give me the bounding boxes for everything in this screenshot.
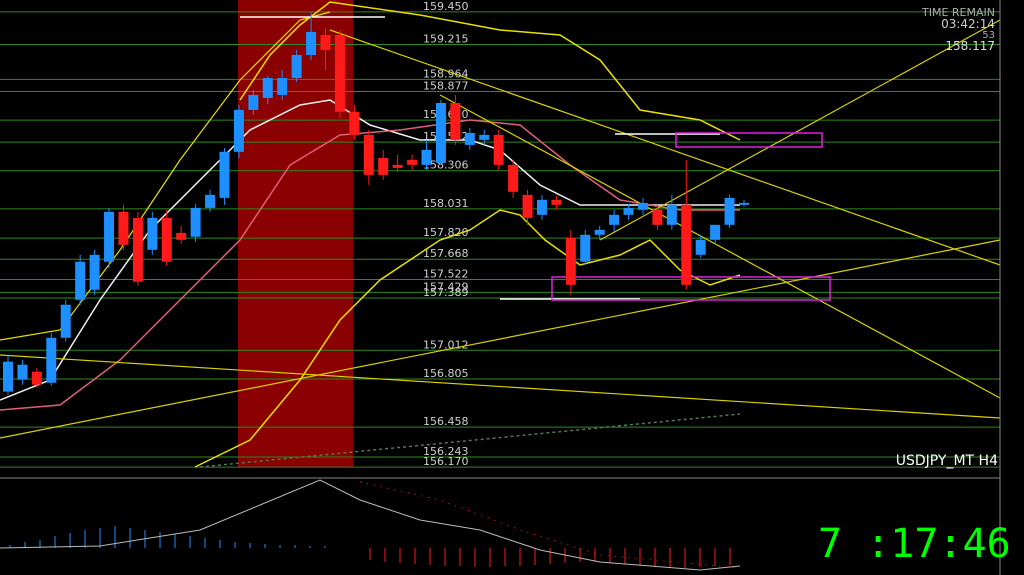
candle-body [334,34,345,112]
candle-body [306,31,317,55]
candle-body [493,134,504,165]
candle-body [291,54,302,78]
candle-body [479,134,490,140]
candle-body [536,199,547,215]
candle-body [623,207,634,215]
candle-body [652,209,663,225]
candle-body [31,371,42,385]
candle-body [75,261,86,300]
candle-body [132,217,143,282]
candle-body [695,239,706,255]
candle-body [580,234,591,262]
candle-body [248,94,259,110]
lower-band [194,209,741,468]
candle-body [739,202,749,205]
dotted-line [199,413,741,468]
candle-body [118,211,129,245]
timer-remain: 03:42:14 [941,17,995,31]
candle-body [508,164,519,192]
candle-body [190,207,201,237]
timer-price: 158.117 [945,39,995,53]
candle-body [681,204,692,285]
level-label: 156.458 [423,415,469,428]
level-label: 156.805 [423,367,469,380]
candle-body [435,102,446,163]
candle-body [233,109,244,152]
candle-body [551,199,562,205]
slow-ma [0,119,740,411]
candle-body [522,194,533,218]
oscillator [0,479,741,571]
level-label: 156.243 [423,445,469,458]
candle-body [104,211,115,262]
candle-body [637,202,648,210]
candle-body [594,229,605,235]
candle-body [565,237,576,285]
box [675,132,823,148]
trend-line [0,354,1001,419]
level-label: 157.522 [423,268,469,281]
level-label: 158.877 [423,79,469,92]
level-label: 156.170 [423,455,469,468]
candle-body [464,132,475,145]
timer-title: TIME REMAIN [921,6,995,19]
timer-seconds: 53 [982,30,995,41]
candle-body [3,361,13,392]
level-label: 157.668 [423,247,469,260]
symbol: USDJPY_MT H4 [896,453,998,469]
level-label: 157.820 [423,226,469,239]
candle-body [450,102,461,140]
upper-band [239,1,741,141]
candle-body [363,134,374,175]
candle-body [724,197,735,225]
level-label: 157.429 [423,280,469,293]
candle-body [378,157,389,175]
candle-body [46,337,57,383]
candles [3,11,749,395]
level-label: 158.031 [423,197,469,210]
signal [0,479,741,571]
candle-body [17,364,28,380]
candle-body [89,254,100,290]
candle-body [205,194,216,208]
candle-body [421,149,432,165]
trend-line [329,29,1001,266]
indicators [0,1,1001,468]
candle-body [666,204,677,225]
level-label: 159.215 [423,33,469,46]
candle-body [277,77,288,95]
candle-body [320,34,331,50]
candle-body [609,214,620,225]
candle-body [392,164,403,168]
candle-body [407,159,418,165]
candle-body [710,224,721,240]
trend-line [599,19,1001,241]
candle-body [176,232,187,240]
level-label: 157.389 [423,286,469,299]
band-left [0,11,331,341]
candle-body [262,77,273,98]
level-label: 158.964 [423,67,469,80]
candle-body [349,111,360,135]
level-label: 158.306 [423,159,469,172]
trend-line [0,239,1001,439]
level-label: 159.450 [423,0,469,13]
candle-body [147,217,158,250]
trend-line [439,94,1001,399]
candle-body [60,304,71,338]
candle-body [161,217,172,262]
clock: 7 :17:46 [818,521,1011,567]
candle-body [219,151,230,198]
